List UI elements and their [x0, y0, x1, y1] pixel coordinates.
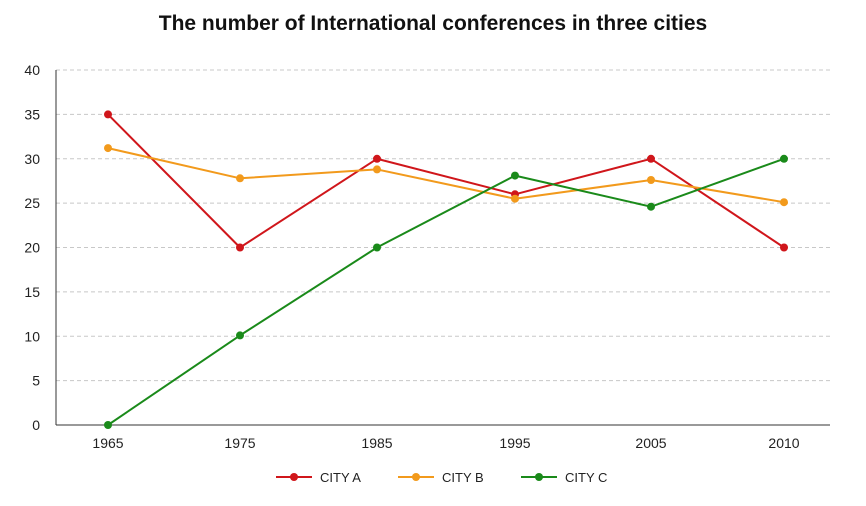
data-point [647, 176, 655, 184]
data-point [511, 194, 519, 203]
data-point [373, 243, 381, 252]
legend-marker [535, 473, 543, 481]
series-line [107, 113, 785, 249]
gridlines [56, 69, 830, 382]
data-point [236, 174, 244, 183]
x-tick-label: 2005 [635, 435, 666, 451]
data-point [236, 243, 244, 252]
x-tick-label: 2010 [768, 435, 799, 451]
legend-label: CITY A [320, 470, 361, 485]
data-point [647, 154, 655, 163]
series-line [107, 147, 785, 204]
legend-item: CITY A [276, 470, 361, 485]
data-point [373, 154, 381, 163]
chart-title: The number of International conferences … [158, 12, 708, 35]
y-tick-labels: 0 5 10 15 20 25 30 35 40 [24, 62, 40, 433]
y-tick-label: 35 [24, 106, 40, 122]
x-tick-label: 1985 [361, 435, 392, 451]
data-point [780, 154, 788, 163]
data-point [104, 110, 112, 119]
data-point [236, 331, 244, 340]
legend: CITY A CITY B CITY C [276, 470, 607, 485]
legend-label: CITY C [565, 470, 607, 485]
legend-label: CITY B [442, 470, 484, 485]
series-group [104, 110, 788, 429]
y-tick-label: 15 [24, 284, 40, 300]
legend-marker [412, 473, 420, 481]
y-tick-label: 5 [32, 373, 40, 389]
series-line [107, 157, 785, 426]
y-tick-label: 20 [24, 240, 40, 256]
data-point [104, 144, 112, 153]
x-tick-label: 1975 [224, 435, 255, 451]
data-point [780, 243, 788, 252]
data-point [647, 202, 655, 211]
legend-item: CITY C [521, 470, 607, 485]
x-tick-label: 1965 [92, 435, 123, 451]
y-tick-label: 0 [32, 417, 40, 433]
y-tick-label: 40 [24, 62, 40, 78]
series-city-a [104, 110, 788, 252]
x-tick-label: 1995 [499, 435, 530, 451]
legend-marker [290, 473, 298, 481]
series-city-b [104, 144, 788, 207]
series-city-c [104, 154, 788, 429]
data-point [373, 165, 381, 174]
y-tick-label: 25 [24, 195, 40, 211]
x-tick-labels: 1965 1975 1985 1995 2005 2010 [92, 435, 799, 451]
data-point [780, 198, 788, 207]
data-point [511, 171, 519, 180]
legend-item: CITY B [398, 470, 484, 485]
axes [55, 70, 830, 426]
y-tick-label: 30 [24, 151, 40, 167]
y-tick-label: 10 [24, 328, 40, 344]
data-point [104, 421, 112, 429]
